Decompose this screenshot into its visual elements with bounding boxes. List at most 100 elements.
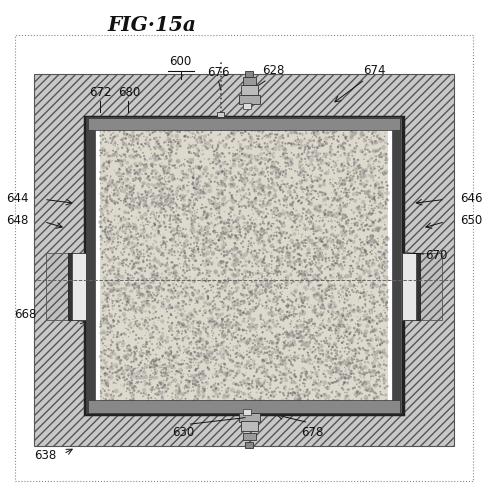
Point — [177, 227, 184, 235]
Point — [277, 220, 285, 228]
Point — [338, 222, 346, 230]
Point — [196, 269, 203, 277]
Point — [111, 200, 119, 208]
Point — [234, 284, 242, 292]
Point — [156, 124, 164, 132]
Point — [196, 226, 204, 234]
Point — [234, 363, 242, 371]
Point — [216, 368, 224, 375]
Point — [262, 229, 269, 237]
Point — [228, 245, 236, 253]
Point — [265, 238, 273, 246]
Point — [247, 157, 255, 165]
Point — [216, 326, 224, 334]
Point — [335, 212, 343, 220]
Point — [379, 259, 387, 267]
Point — [163, 276, 170, 284]
Point — [171, 267, 179, 275]
Point — [285, 161, 292, 169]
Point — [322, 254, 330, 262]
Point — [133, 169, 141, 177]
Point — [310, 245, 318, 253]
Point — [151, 275, 159, 283]
Point — [140, 250, 148, 258]
Point — [259, 257, 267, 265]
Point — [189, 324, 197, 332]
Point — [129, 177, 137, 185]
Point — [337, 244, 345, 251]
Point — [276, 237, 284, 245]
Point — [243, 291, 251, 299]
Point — [306, 360, 314, 368]
Point — [142, 284, 150, 292]
Point — [276, 134, 284, 142]
Point — [148, 223, 156, 231]
Point — [122, 197, 130, 205]
Point — [384, 286, 392, 294]
Point — [163, 258, 171, 266]
Point — [222, 319, 230, 327]
Point — [295, 151, 303, 159]
Point — [258, 224, 265, 232]
Point — [115, 353, 123, 361]
Point — [333, 259, 341, 267]
Point — [254, 283, 262, 291]
Point — [309, 152, 317, 160]
Point — [276, 169, 284, 177]
Point — [254, 302, 262, 310]
Point — [277, 379, 285, 387]
Point — [240, 273, 248, 281]
Point — [295, 394, 303, 402]
Point — [332, 234, 340, 242]
Point — [250, 226, 258, 234]
Point — [200, 241, 207, 248]
Point — [337, 223, 345, 231]
Point — [116, 291, 123, 299]
Point — [109, 222, 117, 230]
Point — [100, 279, 108, 287]
Point — [315, 254, 323, 262]
Point — [132, 365, 140, 372]
Point — [306, 255, 314, 263]
Point — [135, 322, 142, 330]
Point — [204, 219, 212, 227]
Point — [146, 334, 154, 342]
Point — [170, 247, 178, 255]
Point — [110, 256, 118, 264]
Point — [214, 281, 222, 289]
Point — [139, 392, 147, 400]
Point — [124, 175, 132, 183]
Point — [291, 373, 299, 381]
Point — [179, 271, 186, 279]
Point — [261, 155, 269, 163]
Point — [238, 360, 245, 368]
Point — [335, 395, 343, 403]
Point — [180, 170, 188, 178]
Point — [225, 210, 233, 218]
Point — [104, 279, 112, 287]
Point — [282, 234, 289, 242]
Point — [137, 367, 145, 374]
Point — [247, 133, 255, 141]
Point — [309, 256, 317, 264]
Point — [254, 343, 262, 351]
Point — [121, 301, 129, 309]
Point — [341, 299, 348, 307]
Point — [294, 303, 302, 311]
Point — [316, 350, 324, 358]
Point — [308, 195, 316, 203]
Point — [163, 123, 171, 131]
Point — [263, 299, 270, 307]
Point — [265, 177, 273, 185]
Point — [152, 215, 160, 223]
Point — [128, 369, 136, 376]
Point — [244, 177, 252, 185]
Point — [355, 344, 363, 352]
Point — [244, 317, 252, 325]
Point — [316, 134, 324, 142]
Point — [288, 239, 296, 247]
Point — [190, 278, 198, 286]
Point — [168, 170, 176, 178]
Point — [260, 255, 267, 263]
Point — [374, 157, 382, 165]
